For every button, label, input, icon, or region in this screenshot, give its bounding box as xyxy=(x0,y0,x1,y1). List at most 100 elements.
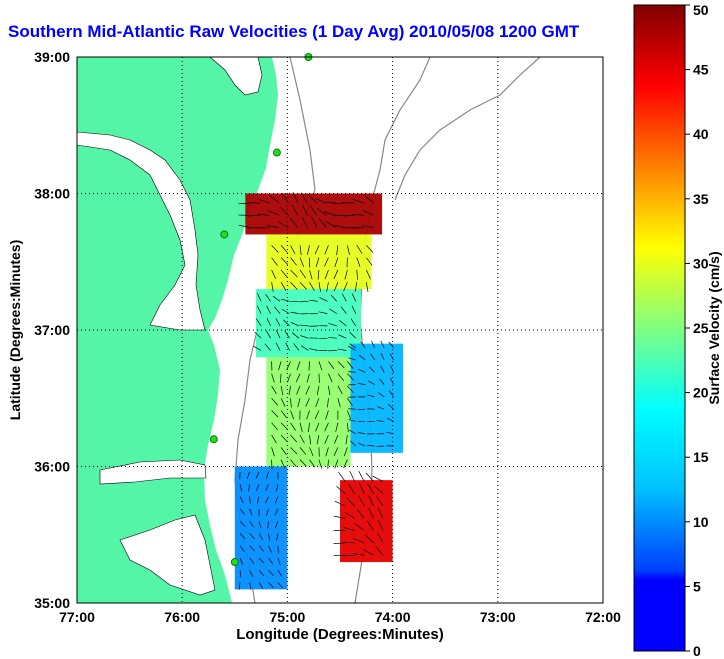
velocity-arrow xyxy=(271,282,274,292)
velocity-arrow xyxy=(290,322,300,327)
velocity-arrow xyxy=(290,422,296,431)
velocity-arrow xyxy=(275,318,281,327)
velocity-arrow xyxy=(271,245,279,253)
velocity-arrow xyxy=(333,202,346,205)
velocity-arrow xyxy=(336,245,339,256)
velocity-arrow xyxy=(249,533,255,539)
delaware-bay xyxy=(209,57,263,96)
velocity-arrow xyxy=(266,471,269,480)
velocity-arrow xyxy=(346,497,355,507)
station-marker xyxy=(220,230,229,239)
velocity-arrow xyxy=(347,361,354,369)
velocity-arrow xyxy=(326,282,329,292)
velocity-arrow xyxy=(239,520,246,527)
velocity-arrow xyxy=(271,373,275,383)
velocity-arrow xyxy=(257,199,270,204)
velocity-arrow xyxy=(293,343,300,351)
velocity-arrow xyxy=(316,207,327,216)
velocity-arrow xyxy=(349,331,357,339)
velocity-arrow xyxy=(350,318,357,327)
x-tick-label: 76:00 xyxy=(164,609,200,625)
velocity-arrow xyxy=(328,361,335,370)
velocity-arrow xyxy=(249,582,252,590)
velocity-arrow xyxy=(376,496,384,507)
velocity-arrow xyxy=(274,508,279,516)
velocity-arrow xyxy=(368,507,374,519)
velocity-arrow xyxy=(258,521,262,529)
velocity-arrow xyxy=(328,385,331,396)
velocity-arrow xyxy=(356,245,363,254)
velocity-arrow xyxy=(276,330,281,339)
albemarle-sound xyxy=(99,459,207,485)
x-tick-label: 72:00 xyxy=(585,609,621,625)
velocity-arrow xyxy=(338,334,347,339)
velocity-arrow xyxy=(290,218,299,228)
station-marker xyxy=(209,435,218,444)
colorbar-tick-label: 50 xyxy=(693,2,709,18)
velocity-arrow xyxy=(314,245,320,255)
velocity-arrow xyxy=(272,295,281,302)
velocity-arrow xyxy=(317,269,320,280)
velocity-arrow xyxy=(337,398,341,408)
velocity-arrow xyxy=(309,269,313,280)
velocity-arrow xyxy=(386,417,394,422)
velocity-arrow xyxy=(271,269,276,279)
velocity-arrow xyxy=(347,385,354,394)
velocity-arrow xyxy=(377,532,384,544)
velocity-arrow xyxy=(353,538,365,544)
velocity-arrow xyxy=(265,484,269,492)
x-tick-label: 74:00 xyxy=(375,609,411,625)
velocity-arrow xyxy=(290,269,298,278)
velocity-arrow xyxy=(246,471,250,479)
velocity-arrow xyxy=(343,541,355,544)
velocity-arrow xyxy=(334,257,339,267)
velocity-arrow xyxy=(271,398,278,406)
plot-frame xyxy=(76,56,604,604)
velocity-arrow xyxy=(324,211,336,216)
velocity-arrow xyxy=(249,557,255,564)
colorbar-tick-label: 25 xyxy=(693,320,709,336)
velocity-arrow xyxy=(290,257,297,266)
velocity-arrow xyxy=(354,282,358,292)
velocity-arrow xyxy=(287,373,291,383)
velocity-arrow xyxy=(348,483,356,494)
velocity-arrow xyxy=(254,331,262,339)
velocity-arrow xyxy=(365,282,369,292)
colorbar xyxy=(633,4,686,652)
velocity-arrow xyxy=(318,311,328,314)
velocity-arrow xyxy=(280,447,287,456)
velocity-arrow xyxy=(305,385,310,395)
velocity-arrow xyxy=(239,545,245,552)
velocity-arrow xyxy=(253,345,262,351)
velocity-arrow xyxy=(249,520,254,528)
velocity-arrow xyxy=(367,445,375,447)
velocity-arrow xyxy=(352,553,365,556)
velocity-arrow xyxy=(271,422,278,431)
velocity-arrow xyxy=(334,434,339,444)
velocity-arrow xyxy=(325,447,329,457)
velocity-arrow xyxy=(325,221,336,228)
velocity-arrow xyxy=(359,483,365,494)
velocity-arrow xyxy=(308,422,310,433)
y-tick-label: 35:00 xyxy=(34,595,70,611)
velocity-arrow xyxy=(309,282,315,291)
velocity-arrow xyxy=(366,520,374,531)
velocity-arrow xyxy=(295,373,301,383)
velocity-arrow xyxy=(300,345,309,351)
velocity-arrow xyxy=(349,429,356,435)
velocity-arrow xyxy=(265,508,269,516)
velocity-arrow xyxy=(265,496,269,504)
velocity-arrow xyxy=(299,447,307,455)
velocity-arrow xyxy=(257,293,262,302)
velocity-arrow xyxy=(343,527,355,531)
velocity-arrow xyxy=(258,570,265,576)
velocity-arrow xyxy=(301,216,308,228)
velocity-arrow xyxy=(316,385,320,396)
velocity-arrow xyxy=(365,534,374,544)
velocity-arrow xyxy=(269,195,280,204)
velocity-arrow xyxy=(299,324,309,327)
velocity-arrow xyxy=(324,269,329,280)
velocity-arrow xyxy=(330,294,338,302)
velocity-arrow xyxy=(271,410,279,418)
